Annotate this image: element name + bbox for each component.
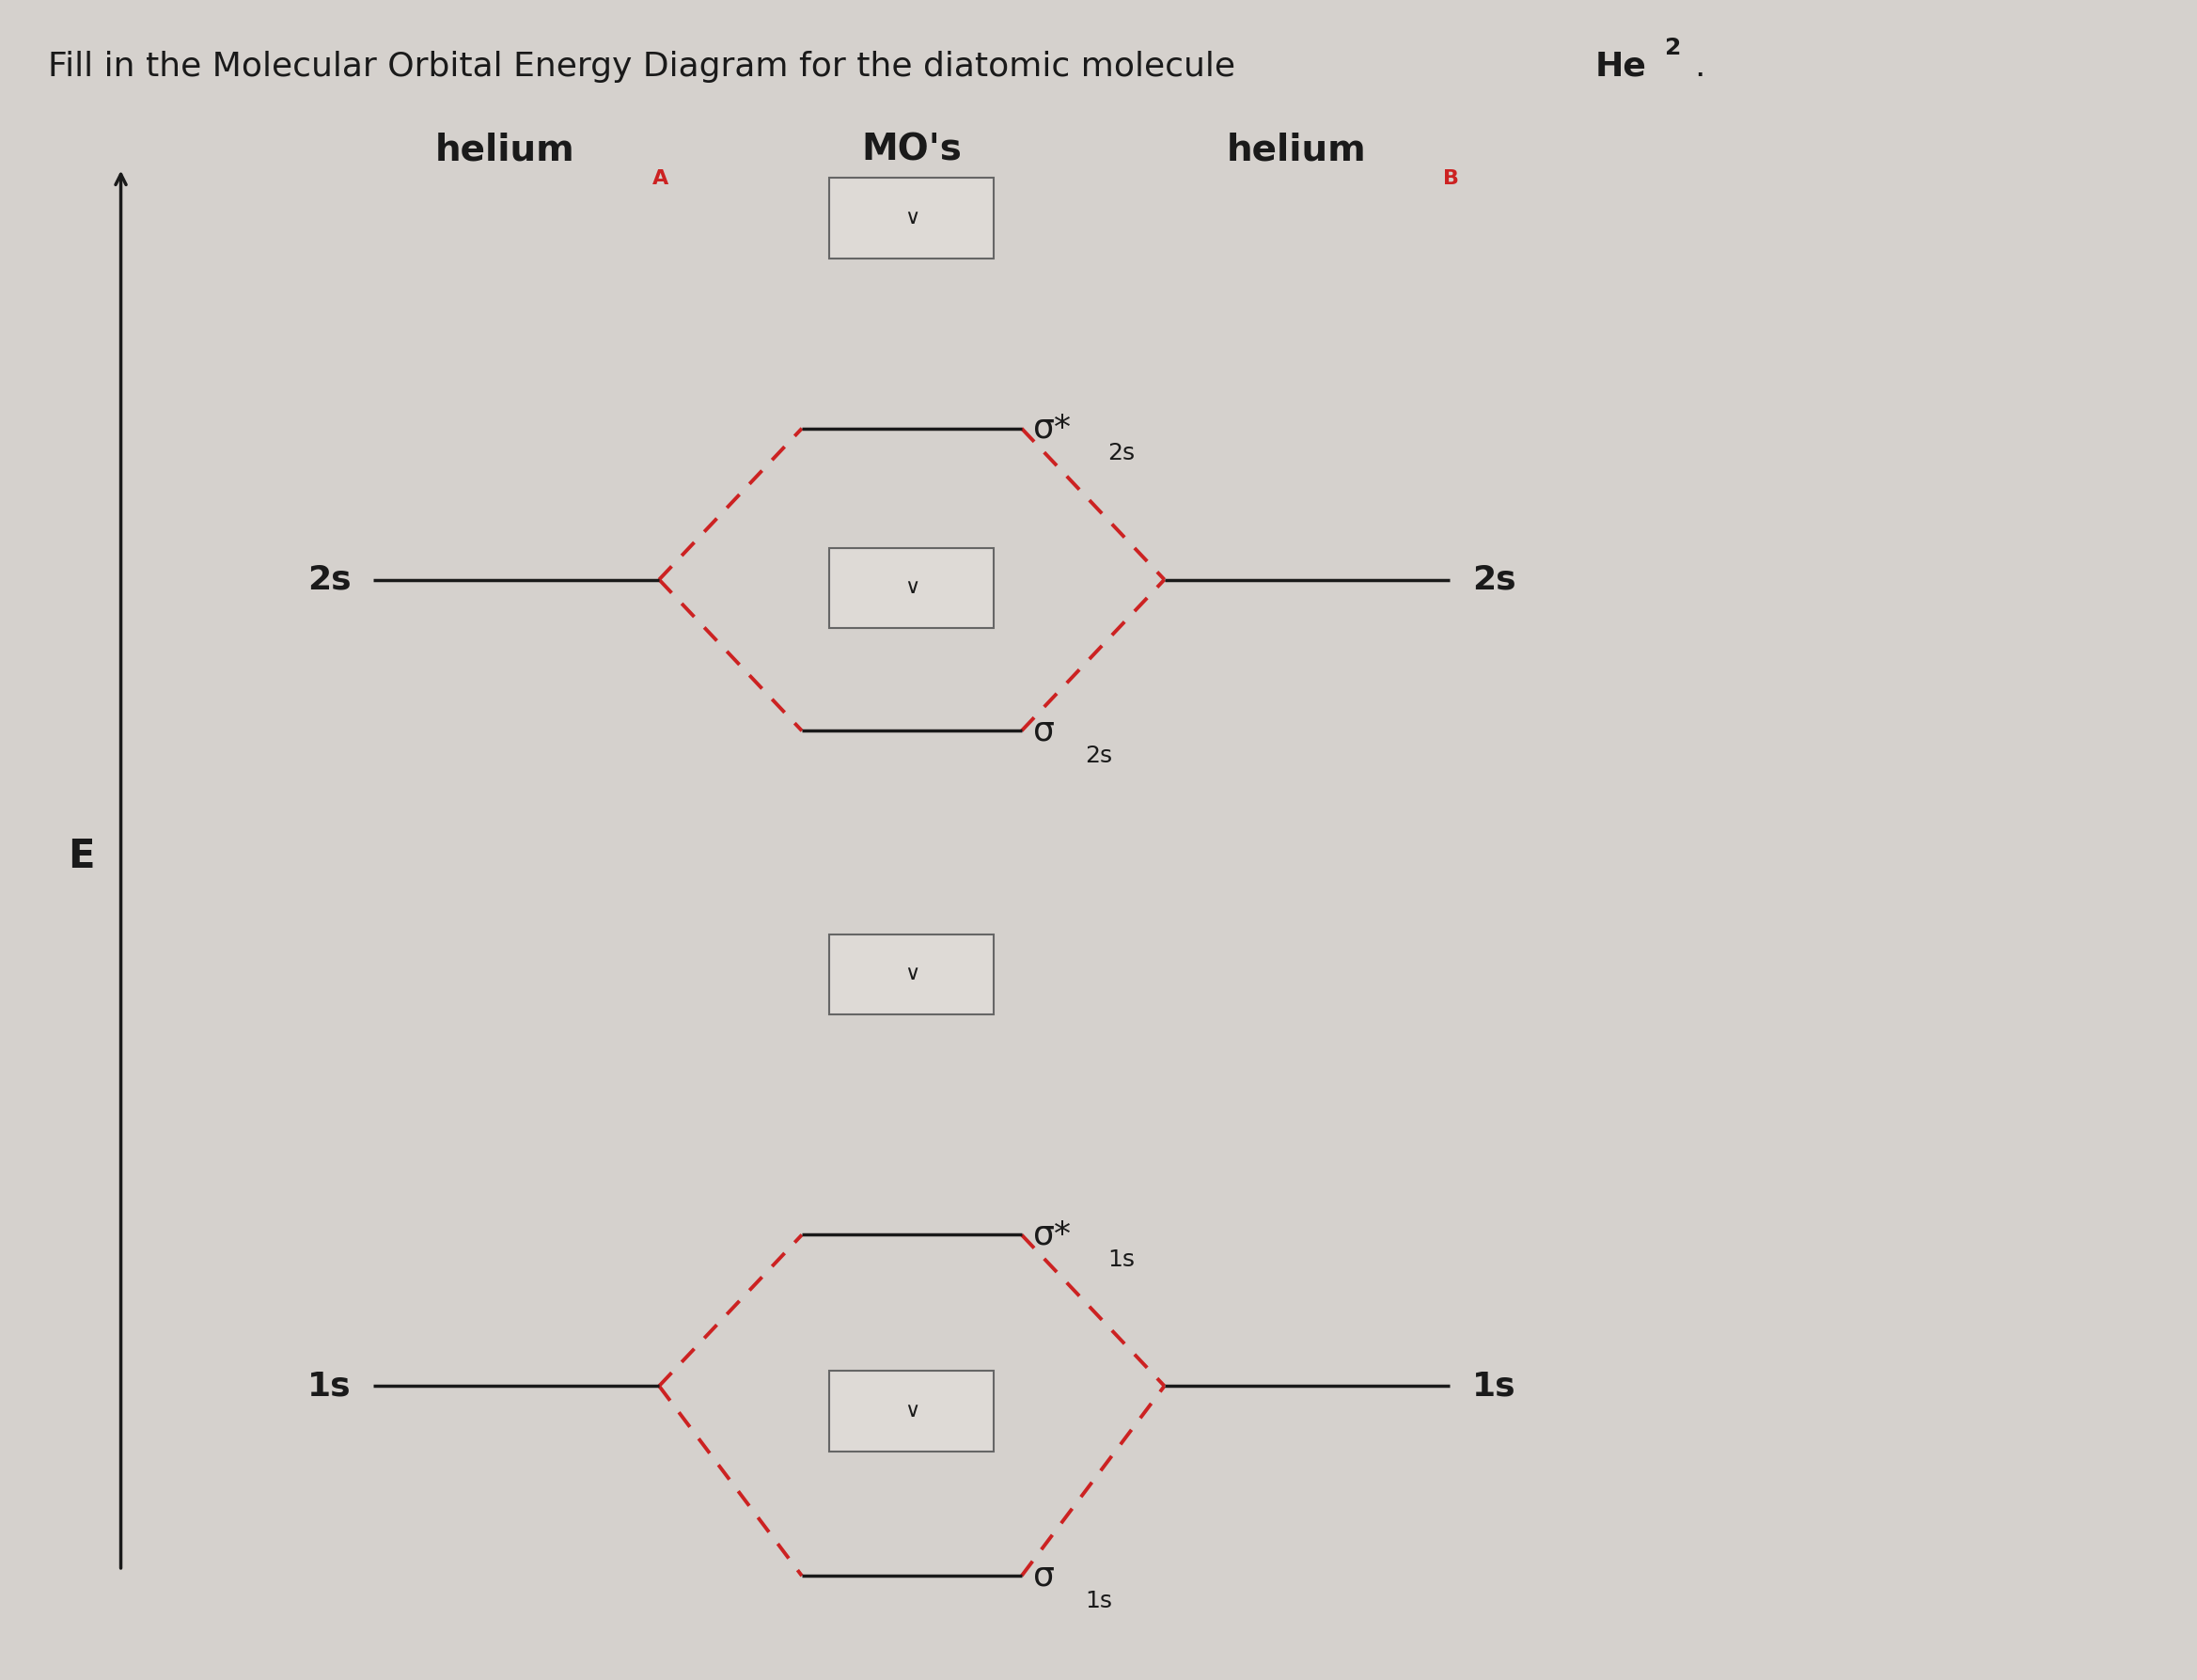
Text: ∨: ∨: [905, 964, 918, 984]
Text: 1s: 1s: [1085, 1589, 1112, 1613]
Text: MO's: MO's: [861, 133, 962, 168]
Text: $\mathregular{\sigma}$: $\mathregular{\sigma}$: [1033, 714, 1055, 748]
Bar: [828, 178, 993, 259]
Text: B: B: [1443, 170, 1459, 188]
Text: 2s: 2s: [1472, 563, 1516, 596]
Text: helium: helium: [1226, 133, 1367, 168]
Bar: [828, 548, 993, 628]
Text: $\mathregular{\sigma}$: $\mathregular{\sigma}$: [1033, 1559, 1055, 1593]
Text: 1s: 1s: [1472, 1369, 1516, 1403]
Text: 1s: 1s: [308, 1369, 352, 1403]
Text: 2s: 2s: [1085, 744, 1112, 768]
Text: Fill in the Molecular Orbital Energy Diagram for the diatomic molecule: Fill in the Molecular Orbital Energy Dia…: [48, 50, 1246, 82]
Bar: [828, 1371, 993, 1452]
Text: A: A: [653, 170, 668, 188]
Text: 1s: 1s: [1107, 1248, 1134, 1272]
Text: 2s: 2s: [308, 563, 352, 596]
Text: ∨: ∨: [905, 578, 918, 598]
Text: $\mathregular{\sigma}$*: $\mathregular{\sigma}$*: [1033, 1218, 1072, 1252]
Text: E: E: [68, 837, 94, 877]
Text: $\mathregular{\sigma}$*: $\mathregular{\sigma}$*: [1033, 412, 1072, 445]
Text: helium: helium: [435, 133, 576, 168]
Text: ∨: ∨: [905, 208, 918, 228]
Text: 2: 2: [1665, 37, 1681, 59]
Text: 2s: 2s: [1107, 442, 1134, 465]
Text: He: He: [1595, 50, 1646, 82]
Text: ∨: ∨: [905, 1401, 918, 1421]
Bar: [828, 934, 993, 1015]
Text: .: .: [1694, 50, 1705, 82]
